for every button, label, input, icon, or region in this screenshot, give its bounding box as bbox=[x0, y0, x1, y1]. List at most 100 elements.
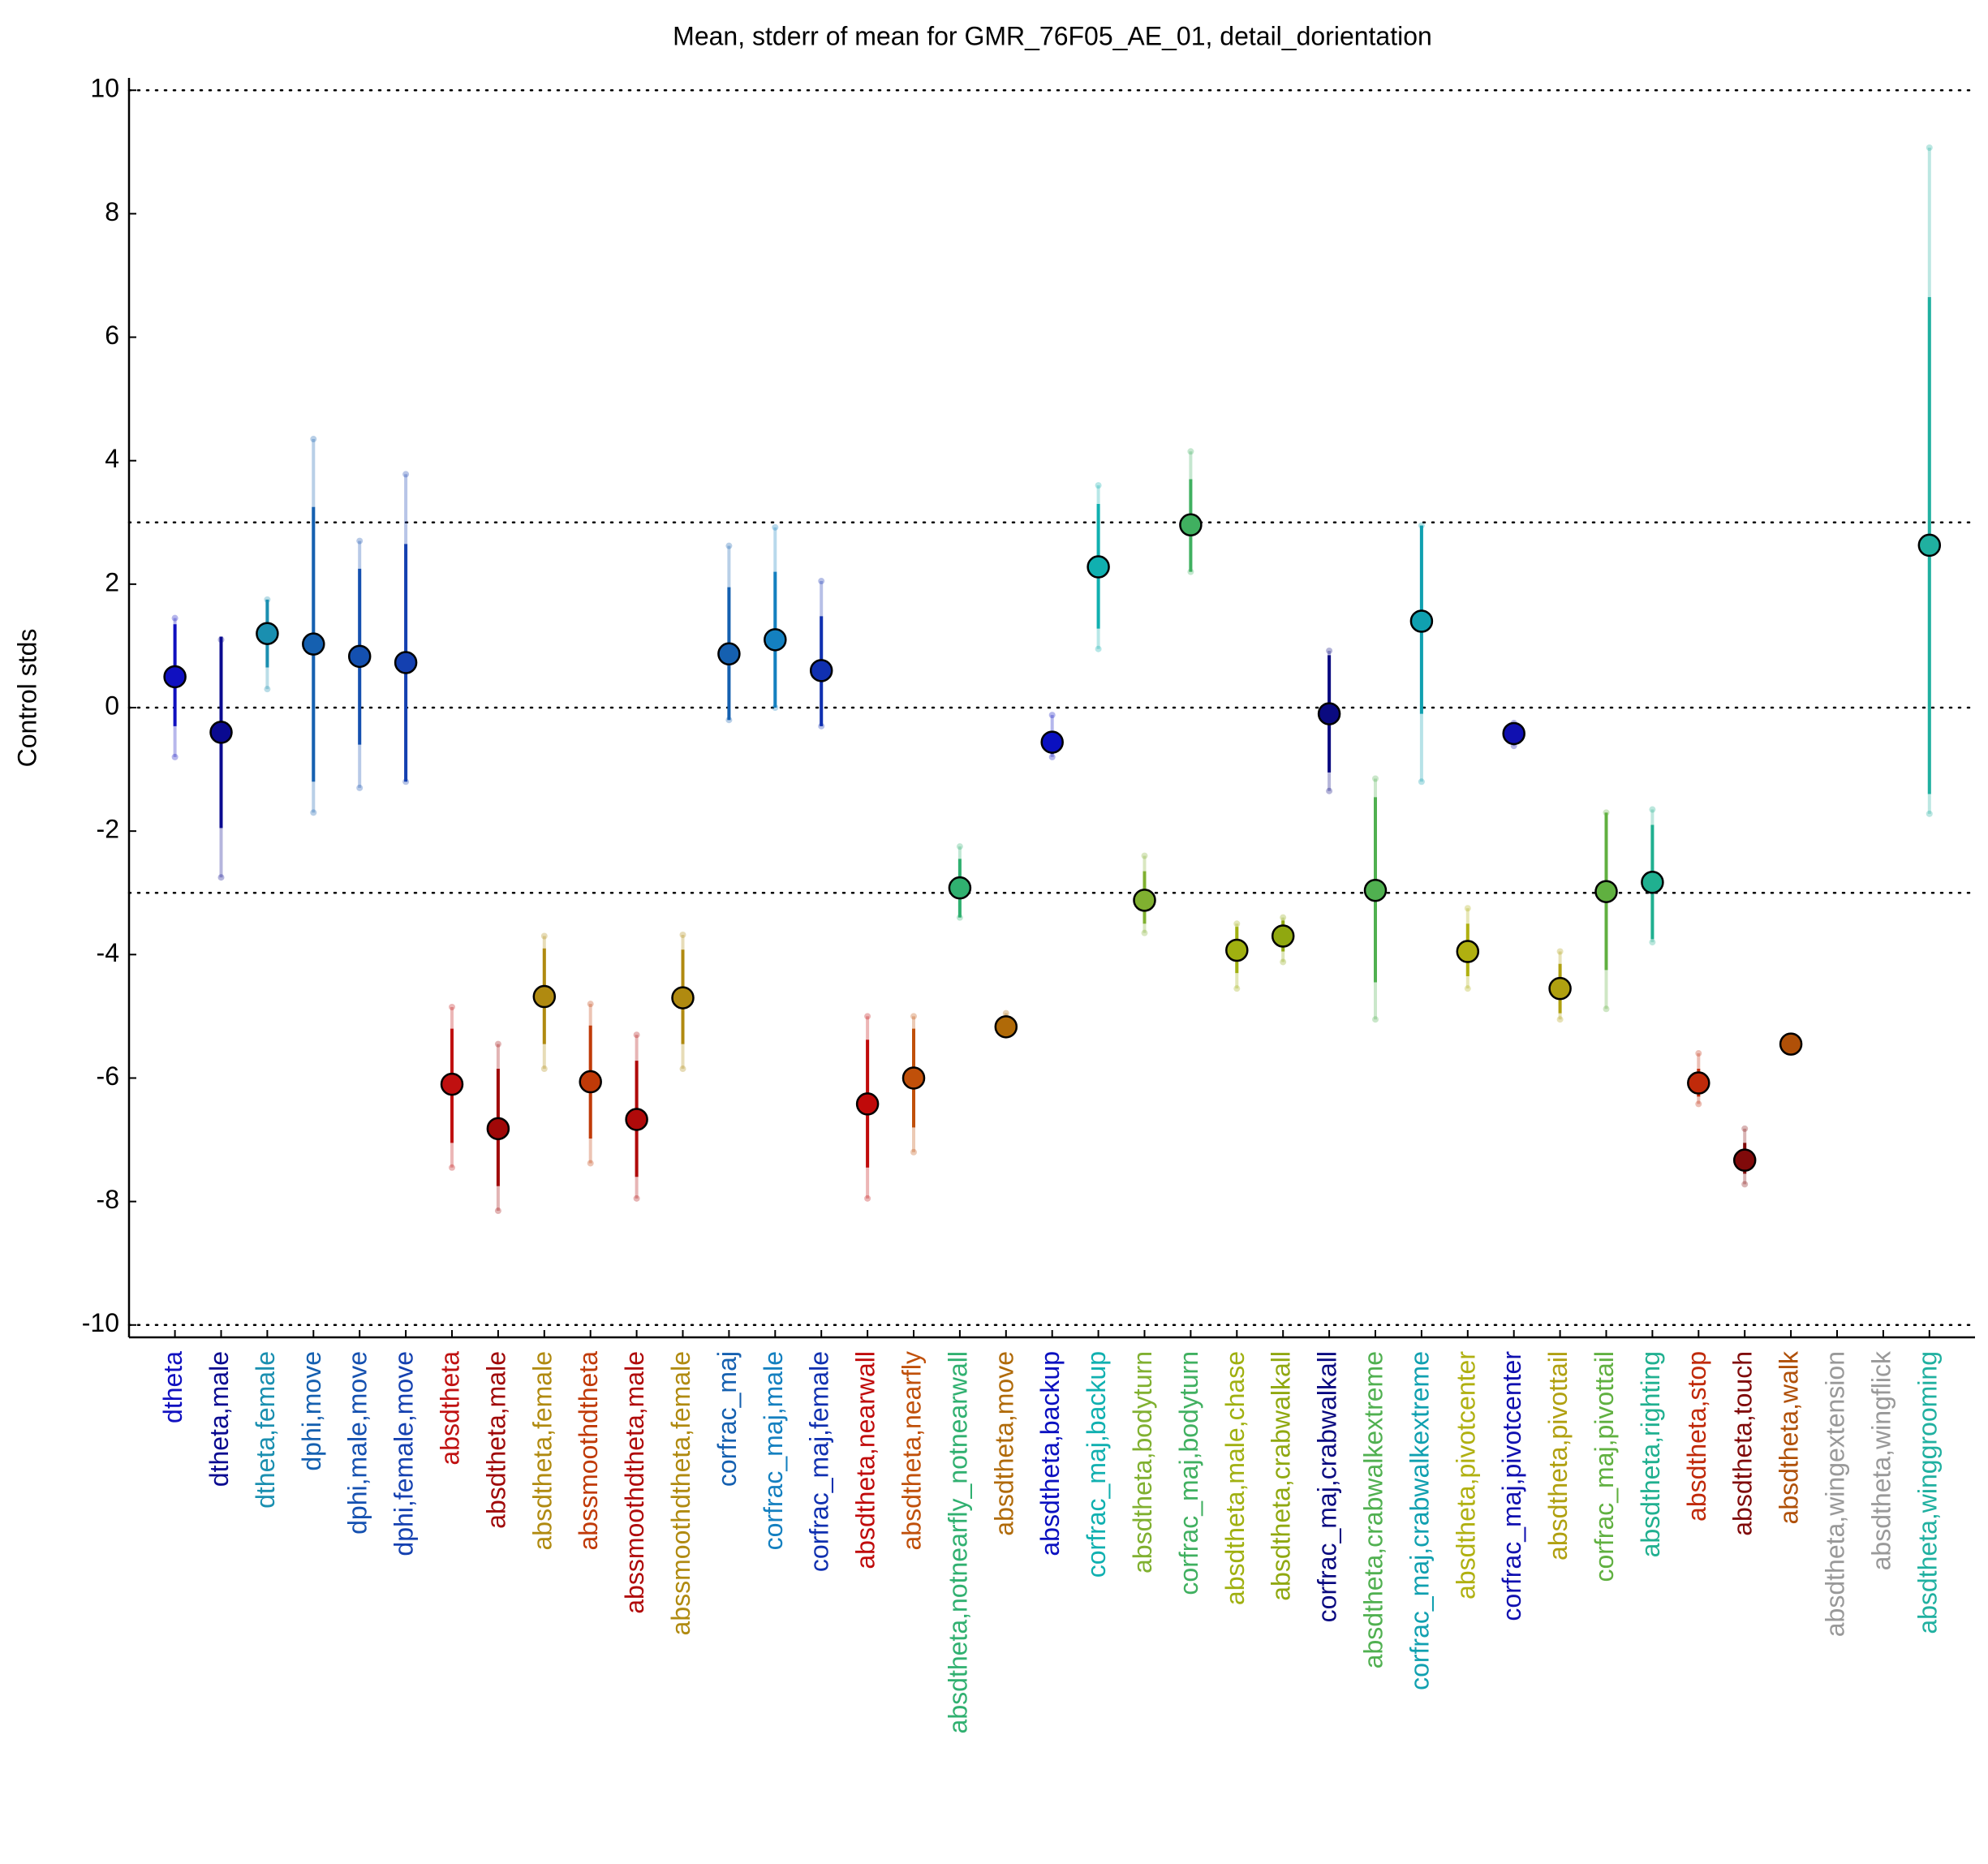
x-tick-label: absdtheta,touch bbox=[1728, 1351, 1758, 1536]
y-tick-label: 8 bbox=[105, 197, 119, 226]
mean-marker bbox=[1133, 889, 1156, 912]
outer-range-end bbox=[1556, 948, 1564, 955]
outer-range-end bbox=[1280, 914, 1287, 921]
outer-range-end bbox=[1141, 929, 1148, 936]
outer-range-end bbox=[356, 784, 364, 791]
outer-range-end bbox=[864, 1195, 871, 1202]
mean-marker bbox=[717, 642, 741, 666]
x-tick-label: absdtheta,crabwalkall bbox=[1267, 1351, 1296, 1601]
mean-marker bbox=[302, 632, 325, 656]
x-tick-label: corfrac_maj bbox=[712, 1351, 742, 1487]
mean-marker bbox=[209, 721, 233, 744]
outer-range-end bbox=[772, 523, 779, 531]
outer-range-end bbox=[633, 1031, 640, 1039]
outer-range-end bbox=[1556, 1016, 1564, 1023]
x-tick-label: absdtheta,nearfly bbox=[897, 1351, 926, 1551]
mean-marker bbox=[256, 622, 279, 645]
y-tick-label: 6 bbox=[105, 321, 119, 350]
x-tick-label: abssmoothdtheta bbox=[574, 1351, 603, 1551]
outer-range-end bbox=[1695, 1050, 1702, 1057]
mean-marker bbox=[1732, 1148, 1757, 1172]
mean-marker bbox=[347, 644, 372, 669]
outer-range-end bbox=[1372, 1016, 1379, 1023]
outer-range-end bbox=[449, 1164, 455, 1171]
y-tick-label: 2 bbox=[105, 567, 119, 596]
mean-marker bbox=[1087, 555, 1110, 579]
outer-range-end bbox=[1418, 778, 1425, 786]
x-tick-label: corfrac_maj,crabwalkextreme bbox=[1405, 1351, 1434, 1690]
x-tick-label: absdtheta,male bbox=[481, 1351, 510, 1529]
x-tick-label: absdtheta,male,chase bbox=[1220, 1351, 1250, 1605]
y-tick-label: -8 bbox=[97, 1185, 119, 1214]
outer-range-end bbox=[1649, 806, 1656, 813]
outer-range-end bbox=[1141, 852, 1148, 859]
mean-marker bbox=[1040, 730, 1064, 754]
x-tick-label: dtheta,female bbox=[251, 1351, 280, 1509]
outer-range-end bbox=[1326, 648, 1333, 655]
mean-marker bbox=[625, 1108, 648, 1131]
outer-range-end bbox=[1326, 787, 1333, 794]
y-tick-label: -2 bbox=[97, 815, 119, 844]
mean-marker bbox=[1409, 609, 1434, 633]
y-tick-label: 0 bbox=[105, 691, 119, 720]
x-tick-label: absdtheta,crabwalkextreme bbox=[1358, 1351, 1388, 1668]
outer-range-end bbox=[1741, 1125, 1749, 1132]
outer-range-end bbox=[910, 1148, 917, 1156]
outer-range-end bbox=[217, 874, 225, 881]
mean-marker bbox=[394, 651, 418, 674]
x-tick-label: corfrac_maj,bodyturn bbox=[1174, 1351, 1203, 1595]
outer-range-end bbox=[540, 932, 548, 940]
mean-marker bbox=[671, 986, 695, 1009]
x-tick-label: absdtheta,righting bbox=[1636, 1351, 1665, 1557]
x-tick-label: abssmoothdtheta,female bbox=[666, 1351, 695, 1635]
mean-marker bbox=[579, 1070, 602, 1094]
mean-marker bbox=[1271, 924, 1295, 948]
mean-marker bbox=[855, 1092, 880, 1116]
mean-marker bbox=[1548, 976, 1572, 1001]
x-tick-label: dphi,female,move bbox=[389, 1351, 419, 1556]
x-tick-label: absdtheta,notnearfly_notnearwall bbox=[943, 1351, 972, 1733]
mean-marker bbox=[486, 1117, 510, 1141]
y-tick-label: 4 bbox=[105, 444, 119, 473]
outer-range-end bbox=[587, 1160, 594, 1167]
outer-range-end bbox=[264, 686, 271, 693]
outer-range-end bbox=[1464, 985, 1471, 992]
mean-marker bbox=[1179, 513, 1203, 537]
outer-range-end bbox=[310, 809, 317, 816]
outer-range-end bbox=[1187, 448, 1194, 455]
outer-range-end bbox=[1926, 144, 1933, 151]
x-tick-label: absdtheta,stop bbox=[1682, 1351, 1711, 1522]
x-tick-label: absdtheta,walk bbox=[1775, 1350, 1804, 1524]
outer-range-end bbox=[679, 931, 686, 938]
y-tick-label: -4 bbox=[97, 938, 119, 967]
x-tick-label: absdtheta,move bbox=[989, 1351, 1018, 1536]
outer-range-end bbox=[356, 537, 364, 545]
mean-marker bbox=[1594, 880, 1618, 903]
outer-range-end bbox=[494, 1040, 501, 1048]
outer-range-end bbox=[1372, 775, 1379, 782]
outer-range-end bbox=[1741, 1181, 1749, 1188]
mean-marker bbox=[1363, 878, 1388, 902]
outer-range-end bbox=[725, 542, 733, 549]
x-tick-label: absdtheta,bodyturn bbox=[1128, 1351, 1157, 1573]
x-tick-label: dphi,move bbox=[297, 1351, 326, 1471]
mean-marker bbox=[1779, 1032, 1803, 1056]
outer-range-end bbox=[310, 436, 317, 443]
outer-range-end bbox=[1048, 753, 1056, 760]
y-axis-label: Control stds bbox=[12, 629, 41, 768]
y-tick-label: 10 bbox=[90, 74, 119, 103]
mean-marker bbox=[994, 1015, 1018, 1039]
outer-range-end bbox=[1048, 712, 1056, 719]
outer-range-end bbox=[864, 1013, 871, 1020]
outer-range-end bbox=[494, 1208, 501, 1215]
mean-marker bbox=[163, 665, 187, 689]
outer-range-end bbox=[402, 471, 410, 478]
outer-range-end bbox=[1002, 1009, 1009, 1017]
outer-range-end bbox=[1280, 958, 1287, 966]
outer-range-end bbox=[679, 1065, 686, 1073]
x-tick-label: corfrac_maj,pivotcenter bbox=[1497, 1351, 1526, 1621]
mean-marker bbox=[1502, 721, 1525, 746]
x-tick-label: dphi,male,move bbox=[343, 1351, 372, 1535]
outer-range-end bbox=[1695, 1100, 1702, 1108]
